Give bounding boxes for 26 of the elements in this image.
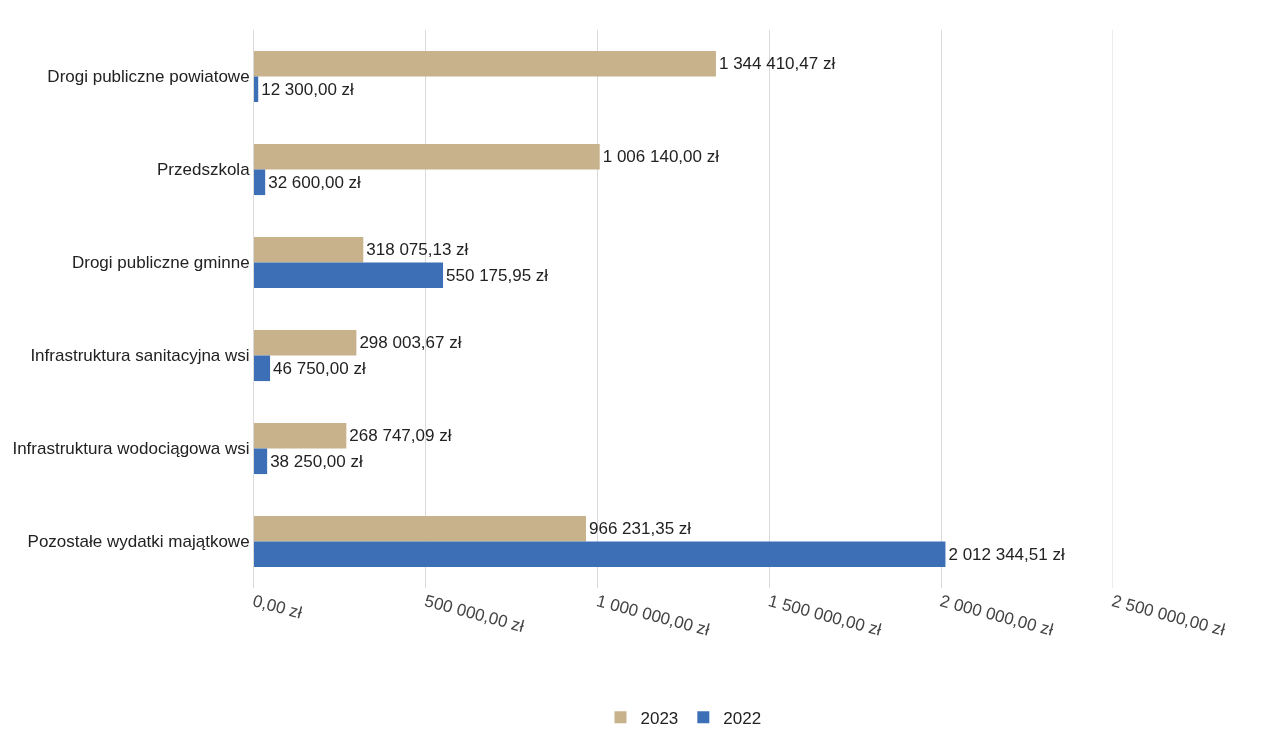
data-label: 318 075,13 zł (366, 240, 469, 260)
data-label: 2 012 344,51 zł (948, 544, 1065, 564)
y-tick-label: Pozostałe wydatki majątkowe (27, 532, 250, 552)
legend-label: 2022 (723, 708, 762, 728)
x-tick-label: 2 000 000,00 zł (937, 591, 1056, 640)
y-tick-label: Drogi publiczne gminne (71, 253, 250, 273)
x-tick-label: 500 000,00 zł (422, 591, 527, 637)
data-label: 1 344 410,47 zł (718, 54, 836, 74)
x-tick-label: 0,00 zł (250, 591, 305, 623)
y-tick-label: Przedszkola (156, 160, 251, 180)
data-label: 12 300,00 zł (261, 79, 355, 99)
data-label: 550 175,95 zł (446, 265, 549, 285)
x-tick-label: 1 500 000,00 zł (766, 591, 884, 640)
y-tick-label: Drogi publiczne powiatowe (47, 67, 250, 87)
data-label: 966 231,35 zł (589, 519, 692, 539)
data-label: 298 003,67 zł (359, 333, 462, 353)
data-label: 1 006 140,00 zł (602, 147, 720, 167)
data-label: 38 250,00 zł (270, 451, 363, 471)
data-label: 32 600,00 zł (268, 172, 362, 192)
y-tick-label: Infrastruktura wodociągowa wsi (12, 439, 250, 459)
x-tick-label: 1 000 000,00 zł (594, 591, 712, 640)
legend-label: 2023 (640, 708, 679, 728)
y-tick-label: Infrastruktura sanitacyjna wsi (30, 346, 250, 366)
x-tick-label: 2 500 000,00 zł (1109, 591, 1228, 640)
data-label: 46 750,00 zł (273, 358, 366, 378)
data-label: 268 747,09 zł (349, 426, 452, 446)
